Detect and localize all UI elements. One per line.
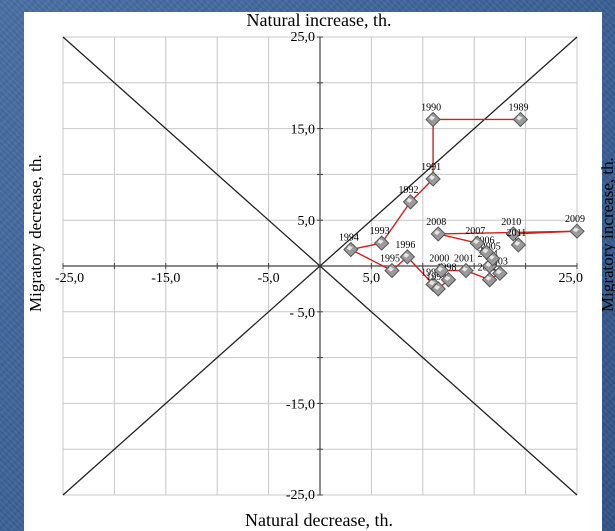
data-label: 1993 — [370, 226, 390, 237]
x-tick-label: 5,0 — [363, 271, 381, 286]
data-label: 2005 — [481, 242, 501, 253]
y-tick-label: - 5,0 — [289, 306, 315, 321]
x-tick-label: -5,0 — [258, 271, 280, 286]
data-point-highlight — [403, 252, 410, 258]
data-points: 1989 1990 1991 1992 1993 1994 1995 1996 19971999… — [339, 102, 585, 297]
data-point-highlight — [495, 269, 502, 275]
data-label: 2006 — [475, 235, 495, 246]
y-tick-label: 15,0 — [291, 123, 316, 138]
data-point-highlight — [387, 266, 394, 272]
bottom-axis-title: Natural decrease, th. — [245, 510, 393, 530]
x-tick-label: -25,0 — [55, 271, 84, 286]
data-label: 1992 — [398, 185, 418, 196]
data-point-highlight — [516, 115, 523, 121]
data-point-highlight — [429, 174, 436, 180]
data-label: 1994 — [339, 233, 359, 244]
data-label: 2008 — [426, 217, 446, 228]
data-label: 1990 — [421, 102, 441, 113]
data-point-highlight — [444, 275, 451, 281]
data-label: 1995 — [380, 254, 400, 265]
data-point — [478, 244, 495, 260]
y-tick-label: -15,0 — [286, 397, 315, 412]
data-point-highlight — [514, 240, 521, 246]
top-axis-title: Natural increase, th. — [247, 10, 392, 30]
data-label: 2007 — [465, 226, 485, 237]
data-point-highlight — [346, 245, 353, 251]
data-label: 1991 — [421, 162, 441, 173]
data-point-highlight — [461, 266, 468, 272]
x-tick-label: 25,0 — [559, 271, 584, 286]
y-tick-label: -25,0 — [286, 488, 315, 503]
y-tick-label: 25,0 — [291, 30, 316, 45]
data-label: 2000 — [429, 254, 449, 265]
data-point-highlight — [473, 239, 480, 245]
data-point-highlight — [406, 197, 413, 203]
data-point-highlight — [482, 248, 489, 254]
data-point-highlight — [429, 115, 436, 121]
right-y-axis-label: Migratory increase, th. — [598, 157, 615, 312]
data-label: 1997 — [421, 267, 441, 278]
y-tick-label: 5,0 — [298, 214, 316, 229]
data-label: 1989 — [508, 102, 528, 113]
data-label: 1999 — [426, 272, 446, 283]
data-point-highlight — [437, 266, 444, 272]
data-label: 2003 — [488, 256, 508, 267]
data-label: 1996 — [395, 240, 415, 251]
data-point-highlight — [434, 229, 441, 235]
data-label: 2011 — [507, 228, 527, 239]
left-y-axis-label: Migratory decrease, th. — [26, 154, 45, 312]
data-label: 2010 — [501, 217, 521, 228]
data-label: 2001 — [454, 254, 474, 265]
x-tick-label: -15,0 — [151, 271, 180, 286]
data-point-highlight — [509, 229, 516, 235]
data-label: 2009 — [565, 214, 585, 225]
data-point-highlight — [485, 275, 492, 281]
data-point-highlight — [429, 280, 436, 286]
data-point-highlight — [377, 239, 384, 245]
tick-labels: -25,0 -15,0 -5,0 5,0 25,0 25,0 15,0 5,0 - 5,0 -15… — [55, 30, 583, 503]
data-point-highlight — [573, 227, 579, 233]
data-point-highlight — [434, 284, 441, 290]
